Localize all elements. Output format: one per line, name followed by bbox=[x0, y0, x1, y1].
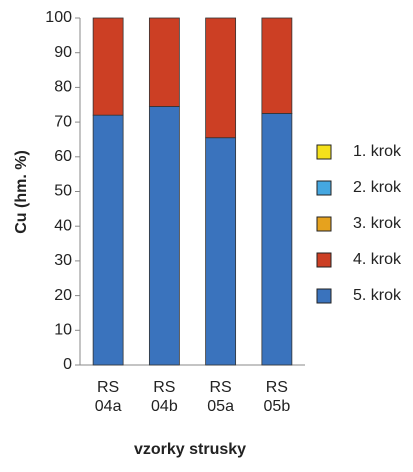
legend-label: 1. krok bbox=[353, 143, 402, 160]
y-axis-title: Cu (hm. %) bbox=[13, 150, 30, 234]
x-tick-label: RS 04a bbox=[94, 379, 122, 415]
legend-swatch bbox=[316, 216, 332, 232]
bar-segment bbox=[205, 137, 237, 366]
y-tick-label: 10 bbox=[54, 322, 72, 339]
bar-segment bbox=[148, 17, 180, 107]
bar-segment bbox=[92, 114, 124, 366]
bar-segment bbox=[261, 113, 293, 366]
x-tick-label: RS 05b bbox=[263, 379, 291, 415]
y-tick-label: 60 bbox=[54, 148, 72, 165]
y-tick-label: 90 bbox=[54, 44, 72, 61]
y-tick-label: 50 bbox=[54, 183, 72, 200]
legend-swatch bbox=[316, 252, 332, 268]
bar-segment bbox=[205, 17, 237, 139]
y-tick-label: 80 bbox=[54, 79, 72, 96]
x-tick-label: RS 05a bbox=[207, 379, 234, 415]
y-tick-label: 30 bbox=[54, 252, 72, 269]
legend-swatch bbox=[316, 288, 332, 304]
legend-swatch bbox=[316, 144, 332, 160]
y-tick-label: 40 bbox=[54, 217, 72, 234]
legend-label: 4. krok bbox=[353, 251, 402, 268]
y-tick-label: 70 bbox=[54, 113, 72, 130]
bar-segment bbox=[261, 17, 293, 114]
legend-swatch bbox=[316, 180, 332, 196]
y-tick-label: 100 bbox=[45, 9, 72, 26]
legend-label: 3. krok bbox=[353, 215, 402, 232]
y-tick-label: 20 bbox=[54, 287, 72, 304]
legend-label: 2. krok bbox=[353, 179, 402, 196]
x-axis-title: vzorky strusky bbox=[134, 441, 246, 458]
legend-label: 5. krok bbox=[353, 287, 402, 304]
y-tick-label: 0 bbox=[63, 356, 72, 373]
bar-segment bbox=[148, 106, 180, 366]
x-tick-label: RS 04b bbox=[151, 379, 178, 415]
bar-segment bbox=[92, 17, 124, 116]
